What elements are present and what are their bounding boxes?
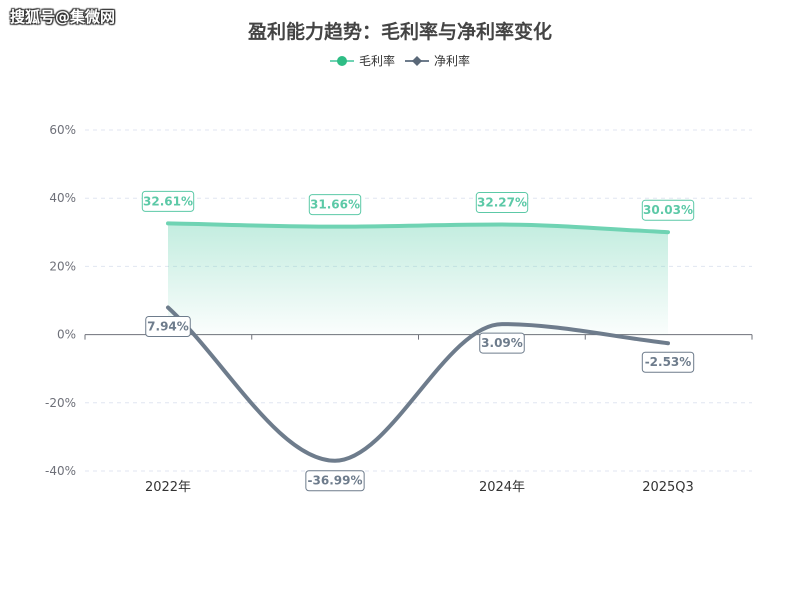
net-margin-data-label-box: [145, 316, 191, 338]
net-margin-data-label-text: -2.53%: [645, 355, 692, 369]
net-margin-line: [166, 305, 670, 463]
legend-label-gross-margin: 毛利率: [359, 53, 395, 68]
gross-margin-line: [166, 221, 670, 235]
y-axis: 60% 40% 20% 0% -20% -40%: [45, 123, 76, 478]
y-tick-label: 40%: [49, 191, 76, 205]
y-tick-label: -40%: [45, 464, 76, 478]
legend[interactable]: 毛利率 净利率: [330, 53, 470, 68]
x-tick-label: 2025Q3: [642, 480, 694, 495]
chart-title: 盈利能力趋势：毛利率与净利率变化: [247, 20, 552, 43]
watermark: 搜狐号@集微网: [10, 8, 116, 26]
net-margin-data-label-text: 7.94%: [147, 320, 189, 334]
net-margin-data-label-box: [479, 332, 525, 354]
gross-margin-data-label-box: [475, 192, 529, 214]
gross-margin-data-label-box: [141, 190, 195, 212]
gross-margin-data-label: 31.66%: [308, 194, 362, 216]
y-tick-label: 60%: [49, 123, 76, 137]
gross-margin-data-label-text: 31.66%: [310, 198, 360, 212]
net-margin-data-label: 3.09%: [479, 332, 525, 354]
data-labels: 32.61% 31.66% 32.27% 30.03% 7.94% -36.99% 3.09…: [141, 190, 695, 492]
net-margin-data-label-box: [641, 351, 695, 373]
gross-margin-data-label-box: [641, 199, 695, 221]
net-margin-data-label-box: [305, 470, 365, 492]
y-tick-label: 20%: [49, 259, 76, 273]
y-tick-label: -20%: [45, 396, 76, 410]
net-margin-data-label-text: -36.99%: [308, 474, 363, 488]
y-tick-label: 0%: [57, 328, 76, 342]
gross-margin-data-label: 32.27%: [475, 192, 529, 214]
legend-circle-icon: [337, 56, 347, 66]
gross-margin-data-label: 30.03%: [641, 199, 695, 221]
gross-margin-data-label-text: 32.61%: [143, 194, 193, 208]
net-margin-data-label: -36.99%: [305, 470, 365, 492]
gross-margin-data-label-text: 32.27%: [477, 196, 527, 210]
legend-item-gross-margin[interactable]: 毛利率: [330, 53, 395, 68]
gross-margin-data-label-text: 30.03%: [643, 203, 693, 217]
legend-diamond-icon: [412, 56, 422, 66]
x-tick-label: 2022年: [145, 480, 191, 495]
x-tick-label: 2024年: [479, 480, 525, 495]
series: [166, 221, 670, 463]
net-margin-data-label: 7.94%: [145, 316, 191, 338]
gross-margin-data-label-box: [308, 194, 362, 216]
net-margin-data-label-text: 3.09%: [481, 336, 523, 350]
net-margin-data-label: -2.53%: [641, 351, 695, 373]
legend-label-net-margin: 净利率: [434, 53, 470, 68]
gross-margin-area: [168, 223, 668, 335]
legend-item-net-margin[interactable]: 净利率: [405, 53, 470, 68]
gross-margin-data-label: 32.61%: [141, 190, 195, 212]
